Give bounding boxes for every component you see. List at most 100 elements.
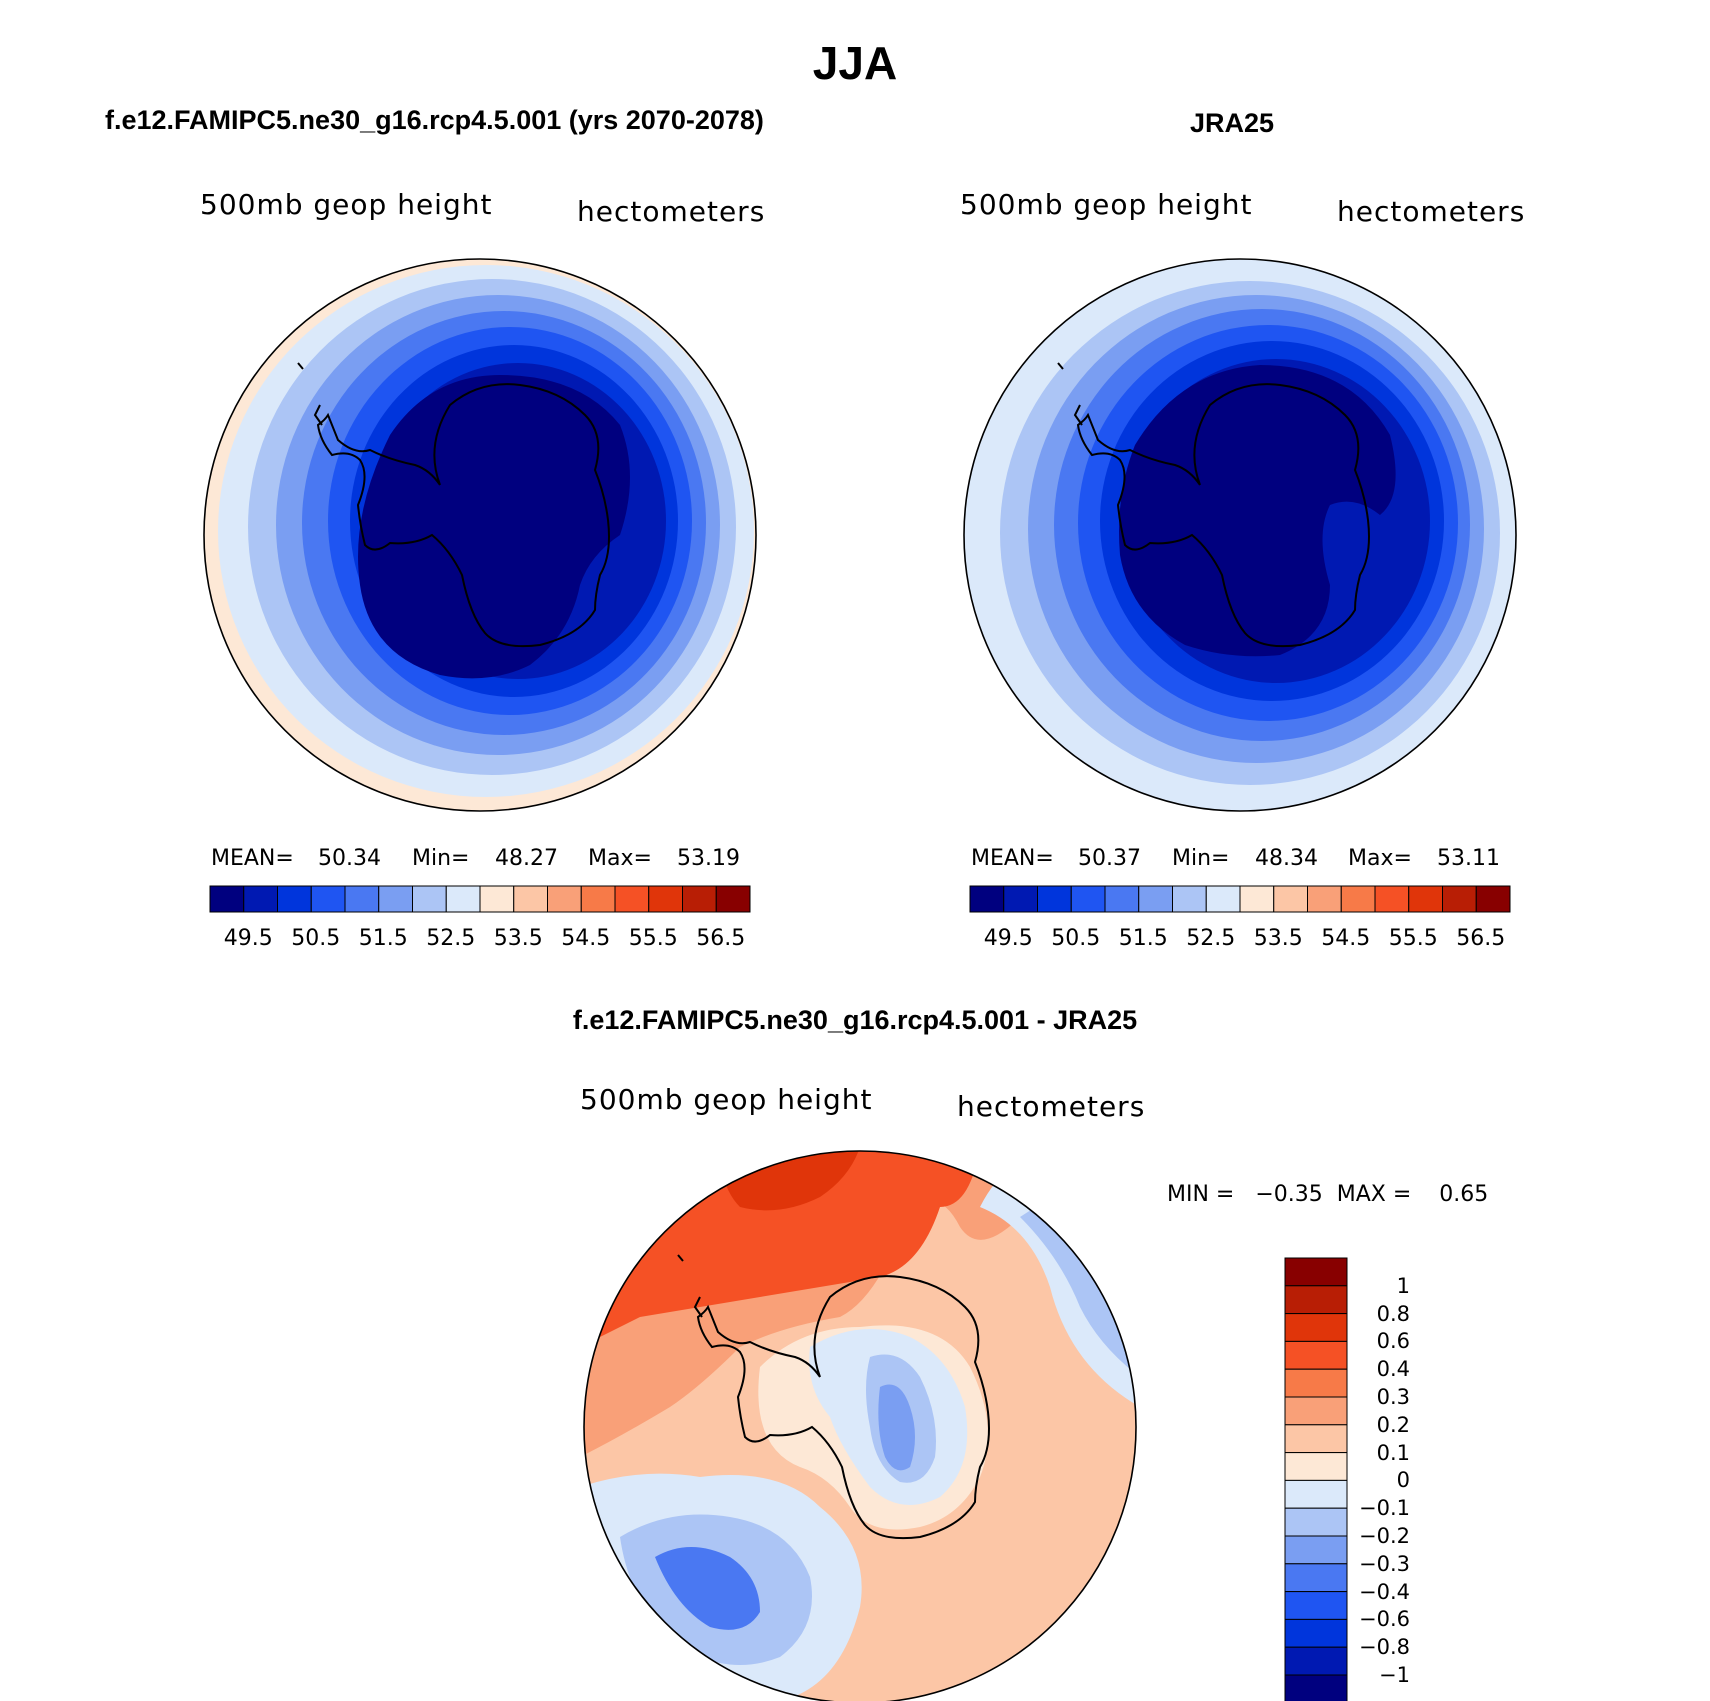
diff-colorbar-tick-label: 0.4 (1376, 1357, 1410, 1382)
obs-colorbar-swatch (1239, 885, 1275, 913)
diff-colorbar-tick-label: −0.6 (1359, 1607, 1410, 1632)
obs-colorbar (969, 885, 1511, 913)
diff-colorbar-swatch (1284, 1396, 1348, 1426)
obs-panel-title: JRA25 (1190, 108, 1275, 138)
model-stats-mean: 50.34 (318, 846, 381, 871)
obs-colorbar-swatch (1172, 885, 1207, 913)
diff-colorbar-tick-label: −0.8 (1359, 1635, 1410, 1660)
obs-colorbar-swatch (969, 885, 1005, 913)
diff-colorbar-swatch (1284, 1591, 1348, 1620)
diff-colorbar-tick-label: −0.4 (1359, 1579, 1410, 1604)
model-colorbar-swatch (378, 885, 413, 913)
obs-stats-min-label: Min= (1172, 846, 1230, 871)
diff-variable-label: 500mb geop height (580, 1083, 873, 1116)
model-stats-min-label: Min= (412, 846, 470, 871)
model-colorbar-swatch (513, 885, 548, 913)
model-panel-title: f.e12.FAMIPC5.ne30_g16.rcp4.5.001 (yrs 2… (105, 105, 764, 135)
diff-colorbar-tick-label: 0.1 (1376, 1440, 1410, 1465)
diff-panel-title: f.e12.FAMIPC5.ne30_g16.rcp4.5.001 - JRA2… (572, 1005, 1138, 1035)
model-stats-max: 53.19 (677, 846, 740, 871)
diff-colorbar-swatch (1284, 1563, 1348, 1593)
obs-colorbar-tick-label: 56.5 (1456, 926, 1506, 951)
obs-colorbar-tick-label: 51.5 (1118, 926, 1168, 951)
model-stats-min: 48.27 (495, 846, 558, 871)
model-colorbar-tick-label: 55.5 (628, 926, 678, 951)
diff-colorbar-tick-label: 1 (1396, 1273, 1410, 1298)
obs-colorbar-swatch (1442, 885, 1477, 913)
obs-colorbar-swatch (1374, 885, 1410, 913)
model-units-label: hectometers (577, 195, 766, 228)
obs-stats-mean: 50.37 (1078, 846, 1141, 871)
model-colorbar-tick-label: 49.5 (223, 926, 273, 951)
diff-colorbar-tick-label: 0.3 (1376, 1385, 1410, 1409)
obs-colorbar-tick-label: 54.5 (1321, 926, 1371, 951)
model-antarctica-coastline (316, 383, 610, 648)
model-colorbar-swatch (310, 885, 346, 913)
model-colorbar-swatch (209, 885, 245, 913)
model-colorbar-swatch (445, 885, 481, 913)
model-colorbar-swatch (614, 885, 650, 913)
obs-colorbar-swatch (1003, 885, 1038, 913)
obs-colorbar-tick-label: 49.5 (983, 926, 1033, 951)
diff-colorbar-tick-label: −1 (1379, 1663, 1410, 1687)
diff-colorbar-swatch (1284, 1285, 1348, 1315)
obs-colorbar-swatch (1475, 885, 1511, 913)
diff-units-label: hectometers (957, 1090, 1146, 1123)
obs-colorbar-tick-label: 53.5 (1253, 926, 1303, 951)
model-colorbar-swatch (580, 885, 616, 913)
model-colorbar-tick-label: 52.5 (426, 926, 476, 951)
diff-colorbar-swatch (1284, 1257, 1348, 1287)
diff-colorbar-swatch (1284, 1507, 1348, 1537)
obs-colorbar-swatch (1340, 885, 1376, 913)
diff-colorbar-tick-label: −0.3 (1359, 1551, 1410, 1576)
diff-colorbar-swatch (1284, 1479, 1348, 1509)
obs-colorbar-swatch (1138, 885, 1173, 913)
obs-stats-mean-label: MEAN= (971, 846, 1054, 871)
model-colorbar (209, 885, 751, 913)
obs-stats-min: 48.34 (1255, 846, 1318, 871)
model-colorbar-swatch (682, 885, 717, 913)
diff-colorbar-swatch (1284, 1340, 1348, 1370)
diff-colorbar-swatch (1284, 1313, 1348, 1342)
obs-colorbar-swatch (1273, 885, 1308, 913)
model-colorbar-swatch (715, 885, 751, 913)
model-stats-max-label: Max= (588, 846, 652, 871)
model-colorbar-swatch (648, 885, 683, 913)
diff-colorbar (1284, 1257, 1348, 1701)
model-colorbar-tick-label: 56.5 (696, 926, 746, 951)
diff-colorbar-swatch (1284, 1424, 1348, 1454)
diff-colorbar-swatch (1284, 1452, 1348, 1481)
diff-colorbar-tick-label: −0.1 (1359, 1496, 1410, 1521)
diff-colorbar-tick-label: 0 (1396, 1468, 1410, 1493)
model-colorbar-swatch (277, 885, 312, 913)
obs-colorbar-swatch (1037, 885, 1072, 913)
obs-stats-max: 53.11 (1437, 846, 1500, 871)
model-colorbar-swatch (243, 885, 278, 913)
model-colorbar-swatch (344, 885, 380, 913)
model-polar-map (203, 258, 757, 812)
diff-colorbar-tick-label: 0.6 (1376, 1329, 1410, 1354)
obs-colorbar-tick-label: 50.5 (1051, 926, 1101, 951)
obs-colorbar-tick-label: 52.5 (1186, 926, 1236, 951)
model-colorbar-swatch (412, 885, 447, 913)
obs-colorbar-tick-label: 55.5 (1388, 926, 1438, 951)
model-colorbar-tick-label: 54.5 (561, 926, 611, 951)
obs-variable-label: 500mb geop height (960, 188, 1253, 221)
diff-colorbar-tick-label: 0.8 (1376, 1301, 1410, 1326)
obs-colorbar-swatch (1104, 885, 1140, 913)
diff-minmax-label: MIN = −0.35 MAX = 0.65 (1167, 1182, 1489, 1207)
figure-title: JJA (812, 37, 898, 89)
obs-antarctica-coastline (1076, 383, 1370, 648)
obs-colorbar-swatch (1070, 885, 1106, 913)
model-colorbar-swatch (547, 885, 582, 913)
model-colorbar-tick-label: 50.5 (291, 926, 341, 951)
diff-polar-map (583, 1150, 1137, 1701)
diff-colorbar-swatch (1284, 1646, 1348, 1676)
diff-colorbar-tick-label: −0.2 (1359, 1524, 1410, 1548)
diff-antarctica-coastline (696, 1275, 990, 1540)
diff-colorbar-swatch (1284, 1535, 1348, 1565)
obs-colorbar-swatch (1307, 885, 1342, 913)
model-variable-label: 500mb geop height (200, 188, 493, 221)
obs-polar-map (963, 258, 1517, 812)
obs-units-label: hectometers (1337, 195, 1526, 228)
